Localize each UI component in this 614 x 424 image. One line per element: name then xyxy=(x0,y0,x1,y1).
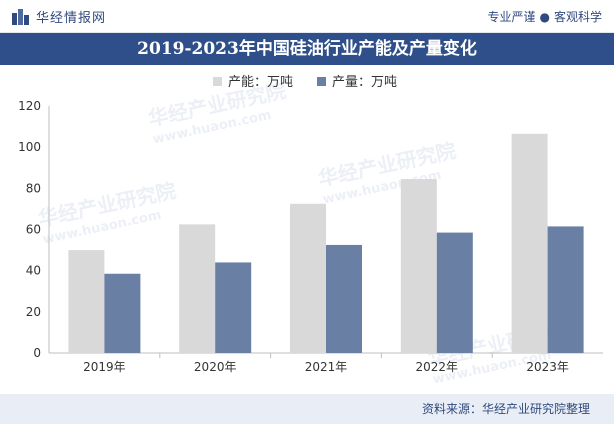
legend-label-capacity: 产能：万吨 xyxy=(228,75,293,90)
output-bar xyxy=(104,273,141,353)
slogan-right: 客观科学 xyxy=(553,10,602,24)
slogan: 专业严谨 ● 客观科学 xyxy=(487,8,602,25)
source-note: 资料来源：华经产业研究院整理 xyxy=(421,402,590,416)
y-tick-label: 40 xyxy=(26,264,41,278)
y-tick-label: 80 xyxy=(26,181,41,195)
output-bar xyxy=(215,262,252,353)
footer: 资料来源：华经产业研究院整理 xyxy=(0,394,614,424)
output-bar xyxy=(326,244,362,353)
top-bar: 华经情报网 专业严谨 ● 客观科学 xyxy=(0,0,614,33)
y-tick-label: 60 xyxy=(26,223,41,237)
capacity-bar xyxy=(68,250,105,353)
bullet-dot-icon: ● xyxy=(539,10,550,24)
x-tick-label: 2023年 xyxy=(526,360,569,374)
chart-title: 2019-2023年中国硅油行业产能及产量变化 xyxy=(0,33,614,65)
y-tick-label: 120 xyxy=(18,99,41,113)
legend-swatch-output xyxy=(317,77,326,86)
slogan-left: 专业严谨 xyxy=(487,10,536,24)
capacity-bar xyxy=(179,224,216,353)
output-bar xyxy=(436,232,473,353)
x-tick-label: 2020年 xyxy=(194,360,237,374)
y-tick-label: 0 xyxy=(33,346,41,360)
y-tick-label: 100 xyxy=(18,140,41,154)
x-tick-label: 2021年 xyxy=(305,360,348,374)
brand: 华经情报网 xyxy=(12,7,106,26)
bar-chart-logo-icon xyxy=(12,8,30,25)
output-bar xyxy=(547,226,584,353)
legend-swatch-capacity xyxy=(213,77,222,86)
y-tick-label: 20 xyxy=(26,305,41,319)
x-tick-label: 2019年 xyxy=(83,360,126,374)
brand-name: 华经情报网 xyxy=(36,11,107,26)
x-tick-label: 2022年 xyxy=(416,360,459,374)
legend-label-output: 产量：万吨 xyxy=(332,75,397,90)
capacity-bar xyxy=(511,133,548,353)
bar-chart: 华经产业研究院www.huaon.com华经产业研究院www.huaon.com… xyxy=(18,75,603,388)
capacity-bar xyxy=(290,203,326,353)
capacity-bar xyxy=(400,179,437,353)
